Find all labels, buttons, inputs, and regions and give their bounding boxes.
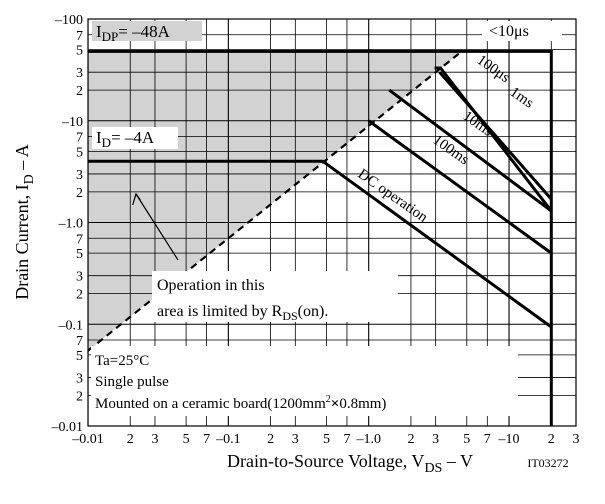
y-tick-label: 3 — [76, 168, 83, 183]
x-axis-title: Drain-to-Source Voltage, VDS – V — [227, 451, 473, 476]
condition-board: Mounted on a ceramic board(1200mm2×0.8mm… — [95, 394, 386, 412]
y-tick-label: 5 — [76, 247, 83, 262]
limit-note-arrow-line — [135, 193, 179, 261]
figure-code: IT03272 — [527, 456, 568, 470]
y-tick-label: –100 — [54, 13, 83, 28]
x-tick-label: –0.01 — [71, 432, 104, 447]
limit-note-line-2: area is limited by RDS(on). — [157, 303, 328, 323]
condition-pulse: Single pulse — [95, 374, 169, 390]
y-tick-label: 2 — [76, 186, 83, 201]
soa-boundary-line — [88, 49, 553, 426]
y-tick-label: 5 — [76, 349, 83, 364]
y-tick-label: 7 — [76, 131, 83, 146]
y-tick-label: –0.01 — [51, 420, 84, 435]
x-tick-label: 7 — [484, 432, 491, 447]
label-1ms: 1ms — [507, 84, 537, 112]
y-tick-label: 2 — [76, 389, 83, 404]
x-tick-label: 5 — [463, 432, 470, 447]
y-axis-title: Drain Current, ID – A — [12, 144, 37, 300]
soa-boundary-line — [88, 159, 553, 329]
x-tick-label: 3 — [151, 432, 158, 447]
y-tick-label: –1.0 — [58, 217, 84, 232]
x-tick-label: 7 — [203, 432, 210, 447]
x-tick-label: 3 — [573, 432, 580, 447]
x-tick-labels: –0.01 2 3 5 7 –0.1 2 3 5 7 –1.0 2 3 5 7 –10 2 3 — [71, 432, 579, 447]
lt10us-label-bg — [482, 21, 562, 41]
y-tick-label: –10 — [61, 115, 83, 130]
idp-label: IDP= –48A — [96, 22, 171, 44]
x-tick-label: 2 — [548, 432, 555, 447]
limit-note-bg — [152, 271, 398, 322]
y-tick-label: 3 — [76, 66, 83, 81]
x-tick-label: 3 — [432, 432, 439, 447]
x-tick-label: 2 — [127, 432, 134, 447]
idp-label-bg — [92, 21, 202, 41]
y-tick-label: 7 — [76, 232, 83, 247]
limit-note-arrowhead — [132, 192, 141, 206]
soa-curves — [88, 49, 553, 426]
label-100us: 100μs — [474, 52, 513, 86]
x-tick-label: –10 — [498, 432, 520, 447]
soa-boundary-line — [434, 66, 553, 212]
y-tick-label: 5 — [76, 145, 83, 160]
conditions-bg — [91, 346, 518, 416]
y-tick-label: 7 — [76, 29, 83, 44]
id-label-bg — [92, 127, 178, 149]
y-tick-label: 7 — [76, 334, 83, 349]
soa-boundary-line — [438, 71, 553, 201]
y-tick-label: 3 — [76, 371, 83, 386]
id-label: ID= –4A — [96, 128, 155, 150]
x-tick-label: –0.1 — [215, 432, 241, 447]
label-10ms: 10ms — [460, 108, 496, 140]
lt10us-label: <10μs — [489, 23, 529, 40]
x-tick-label: 3 — [292, 432, 299, 447]
label-dc-operation: DC operation — [355, 166, 431, 226]
y-tick-label: 2 — [76, 288, 83, 303]
x-tick-label: 5 — [183, 432, 190, 447]
x-tick-label: 7 — [343, 432, 350, 447]
plot-frame — [87, 18, 577, 427]
y-tick-label: 5 — [76, 44, 83, 59]
rds-on-limit-line — [88, 50, 463, 352]
y-tick-label: 2 — [76, 84, 83, 99]
limit-note-line-1: Operation in this — [157, 277, 265, 294]
y-tick-label: –0.1 — [58, 318, 84, 333]
y-tick-label: 3 — [76, 270, 83, 285]
x-tick-label: 5 — [323, 432, 330, 447]
x-tick-label: –1.0 — [355, 432, 381, 447]
x-tick-label: 2 — [267, 432, 274, 447]
condition-temperature: Ta=25°C — [95, 353, 149, 369]
soa-boundary-line — [388, 88, 553, 213]
x-tick-label: 2 — [407, 432, 414, 447]
soa-boundary-line — [367, 119, 553, 255]
